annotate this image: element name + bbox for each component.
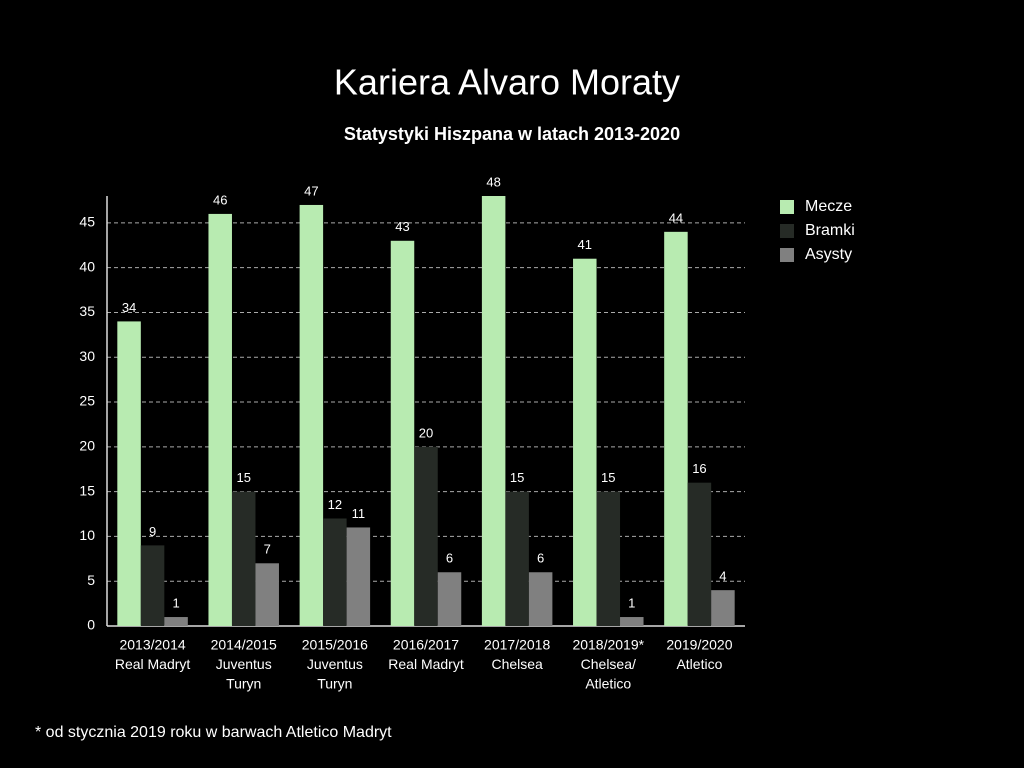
x-tick-label: 2015/2016 — [302, 637, 368, 653]
chart-subtitle: Statystyki Hiszpana w latach 2013-2020 — [344, 124, 680, 144]
x-tick-label: 2014/2015 — [211, 637, 277, 653]
bar — [299, 204, 324, 627]
x-tick-label: Turyn — [317, 676, 352, 692]
legend-swatch — [780, 200, 794, 214]
value-label: 44 — [669, 210, 683, 225]
bar — [323, 518, 347, 626]
y-tick-label: 5 — [87, 572, 95, 588]
value-label: 12 — [328, 497, 342, 512]
bar — [255, 563, 279, 626]
bar — [596, 491, 621, 626]
value-label: 43 — [395, 219, 409, 234]
value-label: 6 — [446, 551, 453, 566]
bar — [505, 491, 529, 626]
value-label: 11 — [352, 506, 366, 521]
value-label: 46 — [213, 192, 227, 207]
value-label: 47 — [304, 183, 318, 198]
value-label: 7 — [264, 542, 271, 557]
value-label: 34 — [122, 300, 136, 315]
x-tick-label: 2016/2017 — [393, 637, 459, 653]
x-tick-label: Atletico — [676, 656, 722, 672]
value-label: 6 — [537, 551, 544, 566]
bar — [140, 545, 165, 626]
x-tick-label: 2017/2018 — [484, 637, 550, 653]
bar — [231, 491, 256, 626]
x-tick-label: Real Madryt — [115, 656, 191, 672]
bar — [390, 240, 415, 626]
y-tick-label: 40 — [79, 258, 95, 274]
y-tick-label: 0 — [87, 617, 95, 633]
x-tick-label: Juventus — [307, 656, 363, 672]
bar — [528, 572, 553, 626]
value-label: 1 — [628, 595, 635, 610]
y-tick-label: 45 — [79, 214, 95, 230]
value-label: 15 — [510, 470, 524, 485]
x-tick-label: Turyn — [226, 676, 261, 692]
value-label: 1 — [172, 595, 179, 610]
legend-swatch — [780, 224, 794, 238]
value-label: 16 — [692, 461, 706, 476]
bar — [687, 482, 712, 626]
x-tick-label: 2019/2020 — [666, 637, 732, 653]
legend-swatch — [780, 248, 794, 262]
legend-label: Mecze — [805, 198, 852, 215]
bar — [346, 527, 371, 626]
bar — [481, 196, 506, 626]
bar — [117, 321, 141, 626]
value-label: 9 — [149, 524, 156, 539]
legend-label: Asysty — [805, 246, 852, 263]
bar — [414, 446, 438, 626]
x-tick-label: Atletico — [585, 676, 631, 692]
x-tick-label: Chelsea — [491, 656, 543, 672]
value-label: 4 — [719, 569, 726, 584]
value-label: 15 — [601, 470, 615, 485]
y-tick-label: 25 — [79, 393, 95, 409]
y-tick-label: 15 — [79, 482, 95, 498]
y-tick-label: 10 — [79, 527, 95, 543]
bar — [664, 231, 688, 627]
value-label: 15 — [236, 470, 250, 485]
value-label: 20 — [419, 425, 433, 440]
bar — [711, 590, 735, 626]
bar — [164, 617, 188, 626]
x-tick-label: Real Madryt — [388, 656, 464, 672]
x-tick-label: Chelsea/ — [581, 656, 636, 672]
y-tick-label: 20 — [79, 438, 95, 454]
bar — [208, 213, 232, 626]
y-tick-label: 30 — [79, 348, 95, 364]
bar — [573, 258, 597, 626]
bar — [620, 617, 644, 626]
x-tick-label: 2018/2019* — [572, 637, 644, 653]
value-label: 41 — [578, 237, 592, 252]
x-tick-label: Juventus — [216, 656, 272, 672]
bar — [437, 572, 462, 626]
chart-title: Kariera Alvaro Moraty — [334, 62, 680, 103]
legend-label: Bramki — [805, 222, 855, 239]
y-tick-label: 35 — [79, 303, 95, 319]
footnote: * od stycznia 2019 roku w barwach Atleti… — [35, 724, 392, 741]
value-label: 48 — [486, 174, 500, 189]
x-tick-label: 2013/2014 — [119, 637, 185, 653]
